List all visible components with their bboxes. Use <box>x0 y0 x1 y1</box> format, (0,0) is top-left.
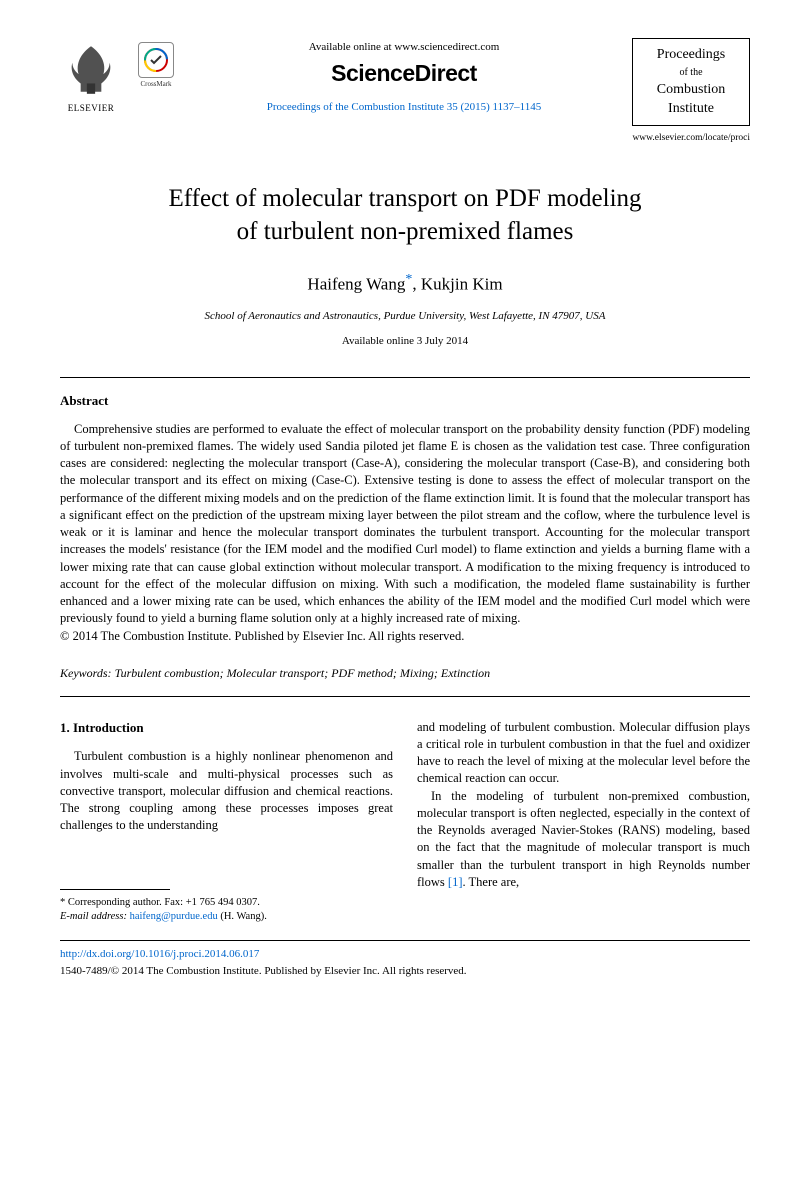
footnote-block: * Corresponding author. Fax: +1 765 494 … <box>60 896 393 924</box>
doi-link[interactable]: http://dx.doi.org/10.1016/j.proci.2014.0… <box>60 947 750 962</box>
abstract-body: Comprehensive studies are performed to e… <box>60 421 750 645</box>
crossmark-icon <box>138 42 174 78</box>
abstract-copyright: © 2014 The Combustion Institute. Publish… <box>60 629 464 643</box>
crossmark-label: CrossMark <box>140 80 171 90</box>
intro-para-1: Turbulent combustion is a highly nonline… <box>60 748 393 834</box>
crossmark-block[interactable]: CrossMark <box>136 42 176 90</box>
citation-line[interactable]: Proceedings of the Combustion Institute … <box>267 100 541 115</box>
footer-copyright: 1540-7489/© 2014 The Combustion Institut… <box>60 964 750 979</box>
intro-para-3a: In the modeling of turbulent non-premixe… <box>417 789 750 889</box>
header-row: ELSEVIER CrossMark Available online at w… <box>60 38 750 145</box>
intro-para-3b: . There are, <box>462 875 519 889</box>
footnote-email-suffix: (H. Wang). <box>218 911 267 922</box>
corresponding-star-icon: * <box>405 272 412 287</box>
affiliation: School of Aeronautics and Astronautics, … <box>60 309 750 324</box>
footnote-email-line: E-mail address: haifeng@purdue.edu (H. W… <box>60 910 393 924</box>
column-left: 1. Introduction Turbulent combustion is … <box>60 719 393 925</box>
intro-para-2: and modeling of turbulent combustion. Mo… <box>417 719 750 788</box>
journal-box-wrapper: Proceedings of the Combustion Institute … <box>632 38 750 145</box>
abstract-heading: Abstract <box>60 392 750 410</box>
publication-date: Available online 3 July 2014 <box>60 334 750 349</box>
author-list: Haifeng Wang*, Kukjin Kim <box>60 270 750 296</box>
footnote-corresponding: * Corresponding author. Fax: +1 765 494 … <box>60 896 393 910</box>
body-two-column: 1. Introduction Turbulent combustion is … <box>60 719 750 925</box>
sciencedirect-logo: ScienceDirect <box>331 57 477 89</box>
keywords-line: Keywords: Turbulent combustion; Molecula… <box>60 665 750 682</box>
keywords-text: Turbulent combustion; Molecular transpor… <box>112 666 491 680</box>
elsevier-tree-icon <box>60 38 122 100</box>
title-line-2: of turbulent non-premixed flames <box>237 218 574 245</box>
footnote-email[interactable]: haifeng@purdue.edu <box>130 911 218 922</box>
keywords-label: Keywords: <box>60 666 112 680</box>
available-online-text: Available online at www.sciencedirect.co… <box>309 40 500 55</box>
journal-url[interactable]: www.elsevier.com/locate/proci <box>632 132 750 145</box>
elsevier-label: ELSEVIER <box>68 102 115 115</box>
title-line-1: Effect of molecular transport on PDF mod… <box>168 185 641 212</box>
author-2: Kukjin Kim <box>421 275 503 294</box>
ref-1-link[interactable]: [1] <box>448 875 463 889</box>
journal-title-box: Proceedings of the Combustion Institute <box>632 38 750 126</box>
footer-divider <box>60 940 750 941</box>
divider-top <box>60 377 750 378</box>
journal-name-3: Combustion <box>637 80 745 100</box>
intro-para-3: In the modeling of turbulent non-premixe… <box>417 788 750 892</box>
header-center: Available online at www.sciencedirect.co… <box>190 38 618 115</box>
journal-name-1: Proceedings <box>637 45 745 65</box>
journal-name-4: Institute <box>637 99 745 119</box>
divider-bottom <box>60 696 750 697</box>
column-right: and modeling of turbulent combustion. Mo… <box>417 719 750 925</box>
article-title: Effect of molecular transport on PDF mod… <box>60 183 750 248</box>
elsevier-logo-block: ELSEVIER <box>60 38 122 115</box>
journal-name-2: of the <box>637 66 745 80</box>
abstract-text: Comprehensive studies are performed to e… <box>60 422 750 626</box>
footnote-email-label: E-mail address: <box>60 911 130 922</box>
author-1: Haifeng Wang <box>307 275 405 294</box>
section-1-heading: 1. Introduction <box>60 719 393 737</box>
footnote-rule <box>60 889 170 890</box>
